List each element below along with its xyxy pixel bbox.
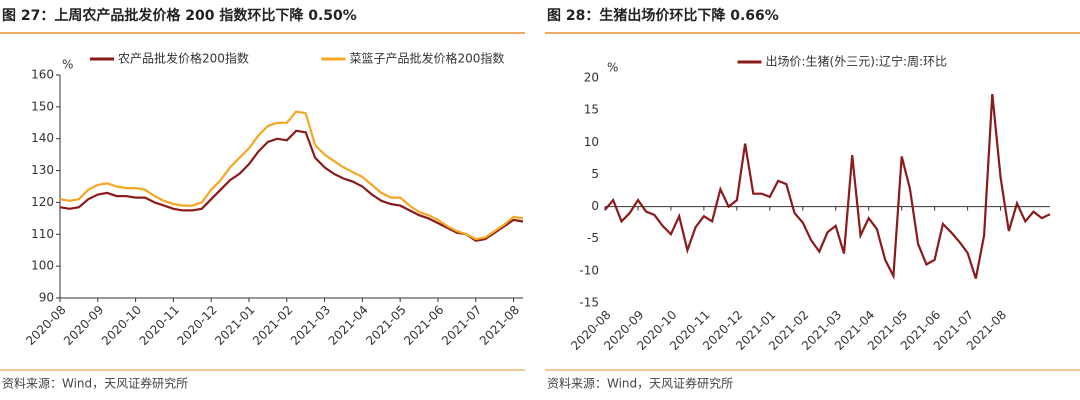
series-line (604, 93, 1051, 281)
y-tick-label: 140 (31, 131, 54, 145)
y-tick-label: 100 (31, 259, 54, 273)
x-tick-label: 2020-12 (174, 303, 219, 348)
x-tick-label: 2020-11 (137, 303, 182, 348)
y-tick-label: 160 (31, 68, 54, 82)
x-tick-label: 2020-09 (61, 303, 106, 348)
source-note: 资料来源：Wind，天风证券研究所 (547, 376, 733, 391)
y-tick-label: 15 (584, 103, 599, 117)
x-tick-label: 2021-02 (250, 303, 295, 348)
x-tick-label: 2020-08 (23, 303, 68, 348)
y-tick-label: 0 (591, 199, 599, 213)
chart-title: 图 28：生猪出场价环比下降 0.66% (547, 7, 779, 24)
y-tick-label: 20 (584, 71, 599, 85)
x-tick-label: 2021-04 (326, 303, 371, 348)
x-tick-label: 2021-07 (439, 303, 484, 348)
y-tick-label: 150 (31, 99, 54, 113)
x-tick-label: 2021-06 (401, 303, 446, 348)
series-line (59, 110, 524, 241)
y-tick-label: 130 (31, 163, 54, 177)
x-tick-label: 2021-05 (363, 303, 408, 348)
y-unit: % (62, 58, 73, 72)
legend-label: 出场价:生猪(外三元):辽宁:周:环比 (766, 54, 948, 69)
y-tick-label: -5 (587, 231, 599, 245)
y-tick-label: 110 (31, 227, 54, 241)
y-unit: % (607, 61, 618, 75)
legend-label: 农产品批发价格200指数 (118, 51, 249, 66)
y-tick-label: 10 (584, 135, 599, 149)
y-tick-label: 120 (31, 195, 54, 209)
y-tick-label: -15 (579, 296, 599, 310)
legend-label: 菜篮子产品批发价格200指数 (350, 51, 505, 66)
series-line (59, 129, 524, 242)
y-tick-label: -10 (579, 263, 599, 277)
y-tick-label: 5 (591, 167, 599, 181)
chart-title: 图 27：上周农产品批发价格 200 指数环比下降 0.50% (2, 7, 357, 24)
x-tick-label: 2021-03 (288, 303, 333, 348)
y-tick-label: 90 (39, 291, 54, 305)
x-tick-label: 2021-01 (212, 303, 257, 348)
source-note: 资料来源：Wind，天风证券研究所 (2, 376, 188, 391)
x-tick-label: 2020-10 (99, 303, 144, 348)
x-tick-label: 2021-08 (477, 303, 522, 348)
